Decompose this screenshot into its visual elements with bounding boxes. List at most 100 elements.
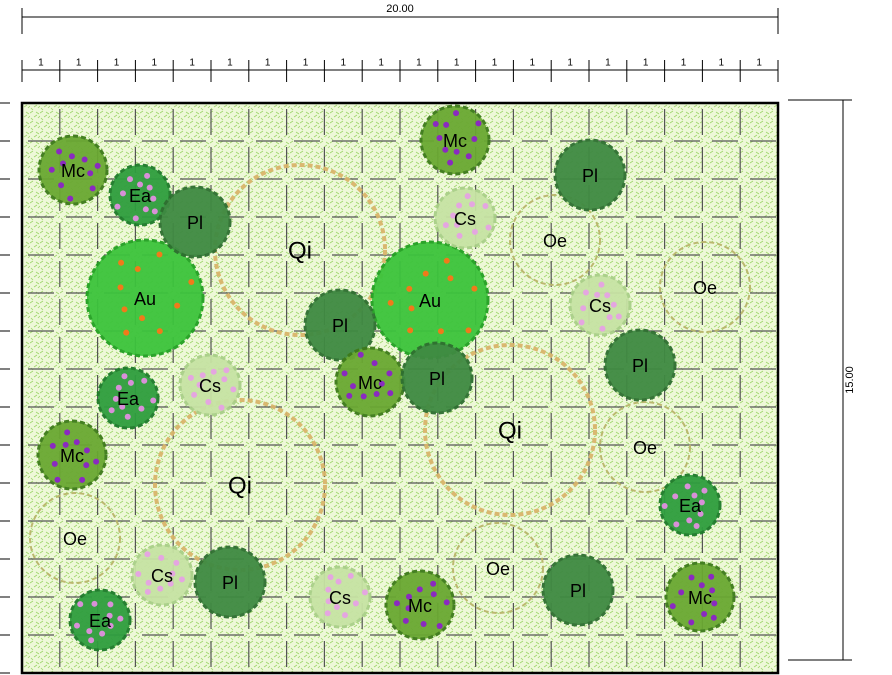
plant-flower — [139, 315, 146, 322]
plant-flower — [79, 476, 86, 483]
plant-label: Oe — [543, 231, 567, 251]
plant-label: Mc — [60, 446, 84, 466]
dim-label: 1 — [378, 58, 384, 69]
plant-flower — [688, 574, 695, 581]
plant-flower — [58, 182, 65, 189]
plant-flower — [357, 351, 364, 358]
plant-canopy — [400, 341, 474, 415]
plant-flower — [77, 601, 84, 608]
plant-label: Oe — [693, 278, 717, 298]
plant-flower — [341, 612, 348, 619]
plant-flower — [711, 600, 718, 607]
plant-flower — [475, 120, 482, 127]
plant-flower — [196, 381, 203, 388]
plant-label: Pl — [429, 369, 445, 389]
plant-flower — [89, 185, 96, 192]
plant-flower — [51, 460, 58, 467]
plant-flower — [422, 270, 429, 277]
plant-flower — [578, 319, 585, 326]
plant-flower — [221, 376, 228, 383]
plant-flower — [686, 517, 693, 524]
plant-flower — [420, 621, 427, 628]
plant-flower — [442, 222, 449, 229]
plant-canopy — [553, 138, 627, 212]
plant-flower — [693, 523, 700, 530]
plant-flower — [158, 554, 165, 561]
plant-flower — [88, 637, 95, 644]
dim-label: 1 — [416, 58, 422, 69]
plant-label: Cs — [199, 376, 221, 396]
plant-flower — [436, 135, 443, 142]
plant-flower — [471, 136, 478, 143]
plant-flower — [710, 614, 717, 621]
plant-flower — [81, 156, 88, 163]
plant-flower — [456, 202, 463, 209]
plant-flower — [115, 384, 122, 391]
plant-flower — [108, 407, 115, 414]
plant-canopy — [599, 401, 691, 493]
plant-canopy — [68, 588, 132, 652]
plant-canopy — [158, 185, 232, 259]
plant-flower — [144, 551, 151, 558]
plant-flower — [127, 176, 134, 183]
plant-label: Pl — [632, 356, 648, 376]
plant-flower — [119, 190, 126, 197]
plant-canopy — [193, 545, 267, 619]
plant-flower — [325, 586, 332, 593]
plant-flower — [436, 622, 443, 629]
plant-label: Pl — [570, 581, 586, 601]
plant-flower — [678, 589, 685, 596]
plant-canopy — [659, 241, 751, 333]
plant-flower — [48, 166, 55, 173]
plant-label: Ea — [679, 496, 702, 516]
dim-label: 1 — [454, 58, 460, 69]
plant-flower — [151, 208, 158, 215]
plant-flower — [134, 266, 141, 273]
plant-flower — [142, 206, 149, 213]
plant-flower — [156, 328, 163, 335]
plant-flower — [598, 281, 605, 288]
plant-flower — [327, 574, 334, 581]
plant-flower — [443, 121, 450, 128]
plant-flower — [119, 403, 126, 410]
plant-flower — [188, 278, 195, 285]
plant-flower — [169, 570, 176, 577]
dim-label: 1 — [756, 58, 762, 69]
plant-flower — [106, 612, 113, 619]
plant-flower — [378, 380, 385, 387]
plant-flower — [701, 611, 708, 618]
plant-canopy — [509, 194, 601, 286]
dim-label: 1 — [189, 58, 195, 69]
dim-label: 1 — [719, 58, 725, 69]
plan-border — [20, 101, 780, 675]
plant-flower — [99, 630, 106, 637]
plant-flower — [673, 521, 680, 528]
dim-label: 1 — [530, 58, 536, 69]
plant-flower — [447, 275, 454, 282]
plant-flower — [178, 576, 185, 583]
plant-flower — [471, 285, 478, 292]
plant-flower — [205, 399, 212, 406]
plant-flower — [121, 373, 128, 380]
plant-flower — [145, 579, 152, 586]
plant-canopy — [423, 343, 597, 517]
plant-flower — [144, 172, 151, 179]
dim-label: 1 — [114, 58, 120, 69]
plant-flower — [485, 224, 492, 231]
plant-flower — [341, 370, 348, 377]
plant-flower — [121, 306, 128, 313]
plant-label: Qi — [288, 237, 312, 264]
plant-flower — [361, 589, 368, 596]
plant-flower — [465, 153, 472, 160]
plant-canopy — [29, 492, 121, 584]
plant-label: Pl — [332, 316, 348, 336]
plant-flower — [443, 599, 450, 606]
plant-label: Cs — [589, 296, 611, 316]
plant-label: Oe — [63, 529, 87, 549]
plant-flower — [456, 232, 463, 239]
plant-flower — [62, 441, 69, 448]
plant-flower — [582, 289, 589, 296]
plant-flower — [49, 442, 56, 449]
plant-flower — [661, 503, 668, 510]
plant-flower — [708, 573, 715, 580]
